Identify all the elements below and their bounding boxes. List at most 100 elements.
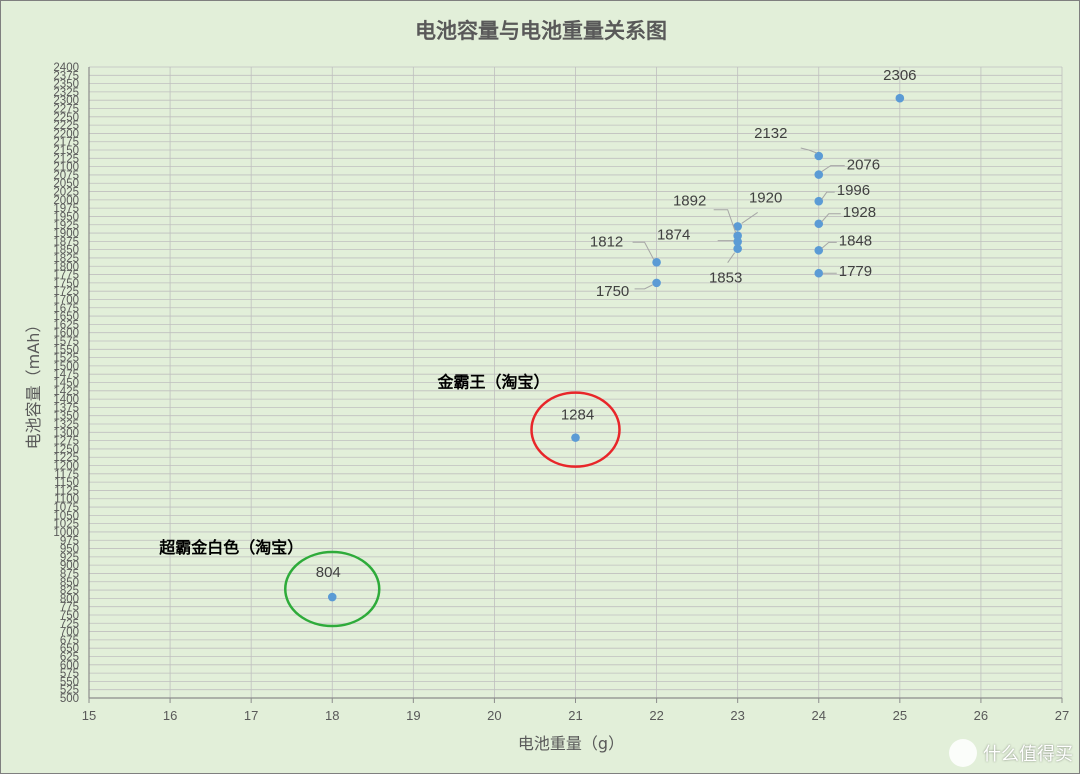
y-tick-label: 1725 [53,286,79,298]
y-tick-label: 1125 [54,485,79,497]
data-point [733,237,742,246]
y-tick-label: 1525 [53,353,79,365]
y-tick-label: 825 [60,585,79,597]
y-tick-label: 2025 [53,187,79,199]
y-tick-label: 2325 [53,87,79,99]
x-tick-label: 22 [649,708,663,723]
y-tick-label: 1850 [53,245,79,257]
leader-line [727,252,736,263]
leader-line [634,284,653,290]
y-tick-label: 1875 [53,236,79,248]
data-point [652,257,661,267]
chart-title: 电池容量与电池重量关系图 [415,19,667,43]
y-tick-label: 1225 [53,452,79,464]
x-tick-label: 19 [406,708,420,723]
x-tick-label: 25 [893,708,907,723]
y-tick-label: 2375 [53,70,79,82]
data-point [733,222,742,231]
y-tick-label: 1900 [53,228,79,240]
y-tick-label: 1000 [53,527,79,539]
y-tick-label: 1175 [54,469,79,481]
watermark-logo-icon [949,739,977,767]
y-axis-title: 电池容量（mAh） [24,317,43,450]
gridlines [88,66,1063,699]
x-tick-label: 15 [82,708,96,723]
data-label: 1750 [596,283,629,300]
x-tick-label: 16 [163,708,177,723]
y-tick-label: 650 [60,643,79,655]
data-point [814,170,824,179]
y-tick-label: 1750 [53,278,79,290]
leader-line [741,211,758,224]
leader-line [821,191,835,200]
data-label: 804 [316,564,341,581]
data-label: 2076 [847,157,880,174]
x-tick-label: 26 [974,708,988,723]
y-tick-label: 2000 [53,195,79,207]
data-label: 1920 [749,189,782,206]
y-tick-label: 2225 [53,120,79,132]
y-tick-label: 750 [60,610,79,622]
annotation-text: 超霸金白色（淘宝） [158,538,303,557]
y-tick-label: 1800 [53,261,79,273]
leader-line [821,213,841,223]
data-point [652,278,661,288]
y-tick-label: 1700 [53,294,79,306]
y-tick-label: 725 [60,618,79,630]
x-tick-label: 21 [568,708,582,723]
y-tick-label: 850 [60,577,79,589]
y-tick-label: 950 [60,544,79,556]
data-label: 1928 [843,204,876,221]
y-tick-label: 2250 [53,112,79,124]
y-tick-label: 550 [60,676,79,688]
annotations: 金霸王（淘宝） 超霸金白色（淘宝） [158,373,621,628]
data-label: 1848 [839,232,872,249]
y-tick-label: 1675 [53,303,79,315]
data-point [814,219,824,229]
y-tick-label: 1075 [53,502,79,514]
leader-line [713,209,737,233]
leader-line [632,241,655,260]
data-label: 2132 [754,125,787,142]
y-tick-label: 2200 [53,128,79,140]
y-tick-label: 775 [60,602,79,614]
data-point [733,244,742,253]
data-points [327,93,905,602]
data-label: 1996 [837,182,870,199]
y-tick-label: 925 [60,552,79,564]
data-labels: 2306 2132 2076 1996 1928 1848 1779 1920 1892 1874… [316,67,917,581]
y-tick-label: 1450 [53,378,79,390]
y-tick-label: 600 [60,660,79,672]
y-tick-label: 1425 [53,386,79,398]
y-tick-label: 1825 [53,253,79,265]
annotation-text: 金霸王（淘宝） [436,373,549,392]
y-tick-label: 1100 [54,494,79,506]
y-tick-label: 1250 [53,444,79,456]
y-tick-label: 1275 [53,436,79,448]
y-tick-label: 2175 [53,137,79,149]
y-tick-label: 2100 [53,162,79,174]
y-tick-label: 1150 [54,477,79,489]
annotation-circle [530,391,621,468]
y-tick-label: 975 [60,535,79,547]
y-tick-label: 1375 [53,402,79,414]
data-point [814,196,824,206]
y-tick-label: 875 [60,568,79,580]
y-tick-label: 1050 [53,510,79,522]
data-point [571,433,580,442]
y-tick-label: 1325 [53,419,79,431]
data-point [814,268,824,278]
y-tick-label: 1975 [53,203,79,215]
x-tick-label: 17 [244,708,258,723]
data-label: 1874 [657,227,690,244]
x-tick-label: 18 [325,708,339,723]
y-tick-label: 675 [60,635,79,647]
y-tick-label: 2050 [53,178,79,190]
data-label: 1779 [839,263,872,280]
y-tick-label: 1350 [53,411,79,423]
data-label: 1284 [561,407,594,424]
y-tick-label: 800 [60,593,79,605]
y-tick-label: 1025 [53,519,79,531]
